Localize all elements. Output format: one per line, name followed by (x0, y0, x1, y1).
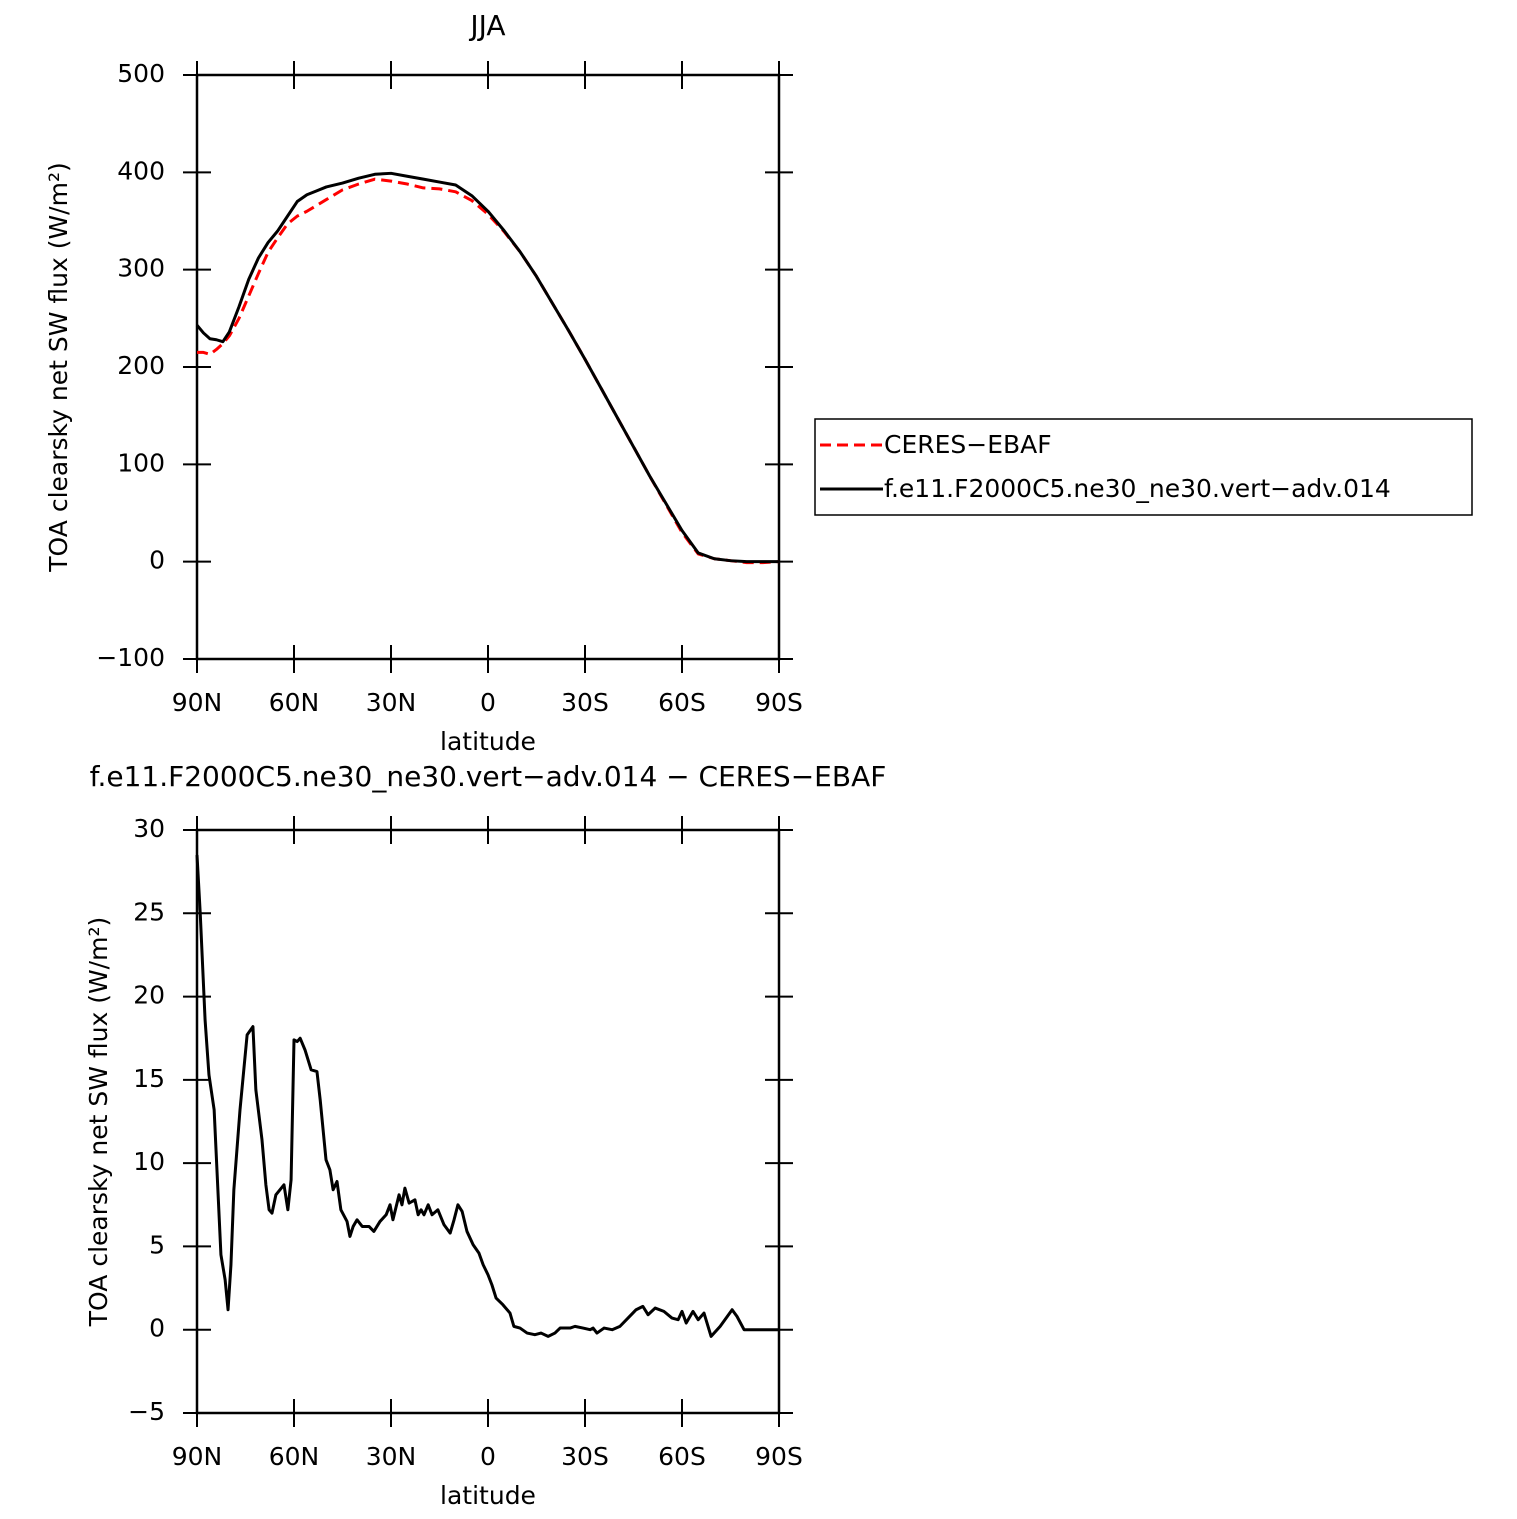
x-tick-label: 0 (480, 688, 496, 717)
series-line (195, 854, 779, 1338)
legend-box (814, 418, 1473, 516)
plot-frame (195, 828, 781, 1415)
x-tick-label: 60N (269, 1442, 320, 1471)
y-tick-label: 0 (149, 1314, 165, 1343)
y-tick-label: 300 (117, 254, 165, 283)
x-tick-label: 90N (172, 688, 223, 717)
legend-label: CERES−EBAF (884, 430, 1052, 459)
y-axis-label: TOA clearsky net SW flux (W/m²) (44, 162, 73, 572)
x-axis-label: latitude (440, 1481, 536, 1510)
y-tick-label: −100 (96, 643, 165, 672)
y-tick-label: 20 (133, 981, 165, 1010)
y-tick-label: 100 (117, 448, 165, 477)
y-tick-label: −5 (128, 1397, 165, 1426)
x-tick-label: 60S (658, 688, 706, 717)
y-tick-label: 30 (133, 814, 165, 843)
y-tick-label: 10 (133, 1147, 165, 1176)
y-tick-label: 400 (117, 156, 165, 185)
x-tick-label: 60N (269, 688, 320, 717)
chart-title: JJA (468, 9, 505, 42)
x-tick-label: 30S (561, 688, 609, 717)
y-axis-label: TOA clearsky net SW flux (W/m²) (84, 917, 113, 1327)
legend-label: f.e11.F2000C5.ne30_ne30.vert−adv.014 (884, 474, 1391, 503)
x-tick-label: 30N (366, 688, 417, 717)
x-tick-label: 30N (366, 1442, 417, 1471)
series-line (195, 171, 779, 564)
x-tick-label: 0 (480, 1442, 496, 1471)
x-tick-label: 90N (172, 1442, 223, 1471)
x-tick-label: 90S (755, 1442, 803, 1471)
x-tick-label: 90S (755, 688, 803, 717)
x-axis-label: latitude (440, 727, 536, 756)
plot-frame (195, 73, 781, 661)
y-tick-label: 25 (133, 897, 165, 926)
y-tick-label: 5 (149, 1230, 165, 1259)
x-tick-label: 30S (561, 1442, 609, 1471)
y-tick-label: 200 (117, 351, 165, 380)
series-line (197, 177, 780, 565)
y-tick-label: 15 (133, 1064, 165, 1093)
chart-title: f.e11.F2000C5.ne30_ne30.vert−adv.014 − C… (90, 760, 887, 793)
x-tick-label: 60S (658, 1442, 706, 1471)
y-tick-label: 0 (149, 546, 165, 575)
y-tick-label: 500 (117, 59, 165, 88)
